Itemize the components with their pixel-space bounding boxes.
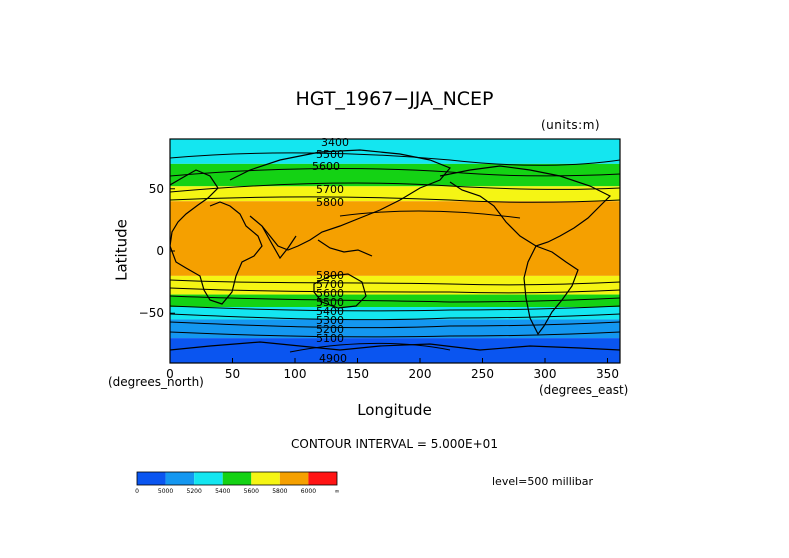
colorbar-swatch [137,472,166,485]
coast-south-america [523,245,579,336]
x-axis-label: Longitude [357,401,432,419]
height-band [170,275,620,295]
coastlines [170,149,620,353]
colorbar-label: 0 [135,488,139,495]
contour-line [170,321,620,329]
y-axis-units: (degrees_north) [108,375,204,389]
colorbar-swatch [194,472,223,485]
colorbar-label: 6000 [301,488,316,495]
axis-ticks: 0 50 100 150 200 250 300 350 50 0 −50 [139,182,619,381]
contour-line [170,279,620,286]
chart-title: HGT_1967−JJA_NCEP [295,88,494,110]
contour-label: 4900 [319,352,347,365]
coast-europe-africa [170,169,263,305]
contour-label: 5300 [316,314,344,327]
x-tick-label: 100 [284,367,307,381]
contour-line [289,342,451,353]
colorbar-label: 5200 [187,488,202,495]
height-band [170,319,620,339]
contour-label: 5700 [316,183,344,196]
contour-line [170,152,620,166]
contour-label: 5800 [316,196,344,209]
y-tick-label: 0 [156,244,164,258]
contour-label: 5600 [316,287,344,300]
contour-line [339,210,521,219]
contour-line [170,287,620,294]
colorbar-label: ∞ [335,488,340,495]
y-tick-label: −50 [139,306,164,320]
level-note: level=500 millibar [492,475,594,488]
x-tick-label: 0 [166,367,174,381]
colorbar: 0 5000 5200 5400 5600 5800 6000 ∞ [135,471,340,495]
x-tick-label: 150 [346,367,369,381]
contour-label: 5400 [316,305,344,318]
coast-north-america [439,165,612,247]
x-tick-label: 200 [409,367,432,381]
x-axis-units: (degrees_east) [539,383,629,397]
contour-label: 5800 [316,269,344,282]
x-tick-label: 50 [225,367,240,381]
coast-australia [313,273,367,309]
contour-line [170,313,620,321]
contour-line [170,182,620,193]
contour-interval-note: CONTOUR INTERVAL = 5.000E+01 [291,437,498,451]
height-band [170,201,620,276]
coast-maritime [317,239,373,257]
coast-antarctica [170,341,620,351]
coast-india [261,225,297,260]
colorbar-swatch [251,472,280,485]
coast-asia [229,149,451,251]
contour-label: 5200 [316,323,344,336]
contour-line [170,168,620,177]
colorbar-label: 5400 [215,488,230,495]
height-band [170,139,620,164]
height-band [170,186,620,202]
height-bands [170,139,620,363]
colorbar-frame [136,471,338,486]
contour-labels: 3400550056005700580058005700560055005400… [312,136,349,365]
x-tick-label: 300 [534,367,557,381]
contour-line [170,295,620,303]
colorbar-label: 5000 [158,488,173,495]
contour-label: 3400 [321,136,349,149]
contour-label: 5100 [316,332,344,345]
contour-line [170,305,620,312]
colorbar-swatch [222,472,252,485]
x-tick-label: 250 [471,367,494,381]
height-band [170,338,620,363]
units-note: (units:m) [541,118,601,132]
colorbar-label: 5800 [272,488,287,495]
colorbar-swatch [165,472,195,485]
contour-line [170,196,620,203]
colorbar-swatch [308,472,337,485]
contour-label: 5500 [316,296,344,309]
colorbar-swatch [279,472,309,485]
contour-label: 5700 [316,278,344,291]
colorbar-label: 5600 [244,488,259,495]
contour-line [170,331,620,338]
x-tick-label: 350 [596,367,619,381]
contour-label: 5600 [312,160,340,173]
y-tick-label: 50 [149,182,164,196]
contour-label: 5500 [316,148,344,161]
